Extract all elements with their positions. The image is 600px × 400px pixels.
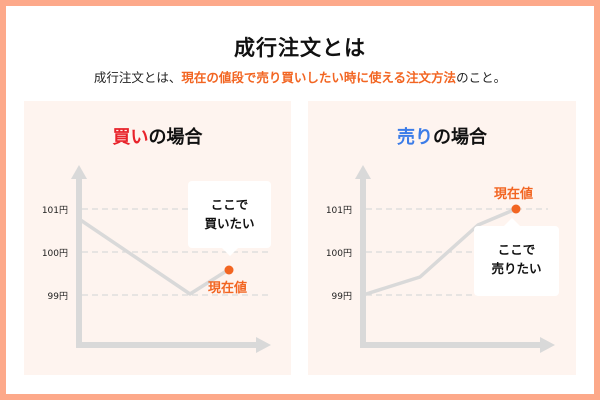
- buy-callout-bubble: ここで 買いたい: [188, 181, 271, 256]
- bubble-line-1: ここで: [210, 197, 249, 212]
- sell-panel-title: 売りの場合: [308, 123, 576, 149]
- buy-chart: [71, 165, 271, 353]
- subtitle-prefix: 成行注文とは、: [93, 70, 182, 85]
- panel-title-rest: の場合: [433, 127, 487, 148]
- page-title: 成行注文とは: [234, 36, 366, 60]
- page-subtitle: 成行注文とは、現在の値段で売り買いしたい時に使える注文方法のこと。: [0, 67, 600, 86]
- y-label-101: 101円: [41, 206, 68, 216]
- y-label-100: 100円: [325, 249, 352, 259]
- sell-label: 売り: [397, 127, 433, 148]
- y-axis: [76, 176, 82, 348]
- current-price-dot: [511, 204, 521, 214]
- current-price-dot: [224, 265, 234, 275]
- panel-title-rest: の場合: [148, 127, 203, 148]
- bubble-line-1: ここで: [497, 242, 536, 257]
- y-label-99: 99円: [47, 292, 68, 302]
- y-axis-arrow-icon: [355, 165, 371, 179]
- current-price-label: 現在値: [208, 281, 248, 296]
- current-price-label: 現在値: [494, 187, 534, 202]
- price-line: [78, 217, 229, 296]
- buy-panel-title: 買いの場合: [24, 123, 291, 149]
- price-line: [362, 207, 517, 297]
- x-axis-arrow-icon: [256, 337, 271, 353]
- subtitle-suffix: のこと。: [456, 70, 507, 85]
- y-label-100: 100円: [41, 249, 68, 259]
- x-axis-arrow-icon: [540, 337, 555, 353]
- buy-label: 買い: [112, 127, 149, 148]
- x-axis: [76, 342, 256, 348]
- y-label-99: 99円: [331, 292, 352, 302]
- sell-callout-bubble: ここで 売りたい: [474, 218, 559, 296]
- x-axis: [360, 342, 540, 348]
- sell-chart: [355, 165, 555, 353]
- bubble-line-2: 売りたい: [491, 261, 542, 276]
- sell-panel: 売りの場合 101円 100円 99円 現在値 ここで 売りたい: [308, 101, 576, 375]
- bubble-line-2: 買いたい: [204, 216, 255, 231]
- buy-panel: 買いの場合 101円 100円 99円 ここで 買いたい 現在値: [24, 101, 291, 375]
- y-axis: [360, 176, 366, 348]
- y-axis-arrow-icon: [71, 165, 87, 179]
- y-label-101: 101円: [325, 206, 352, 216]
- subtitle-highlight: 現在の値段で売り買いしたい時に使える注文方法: [181, 70, 457, 85]
